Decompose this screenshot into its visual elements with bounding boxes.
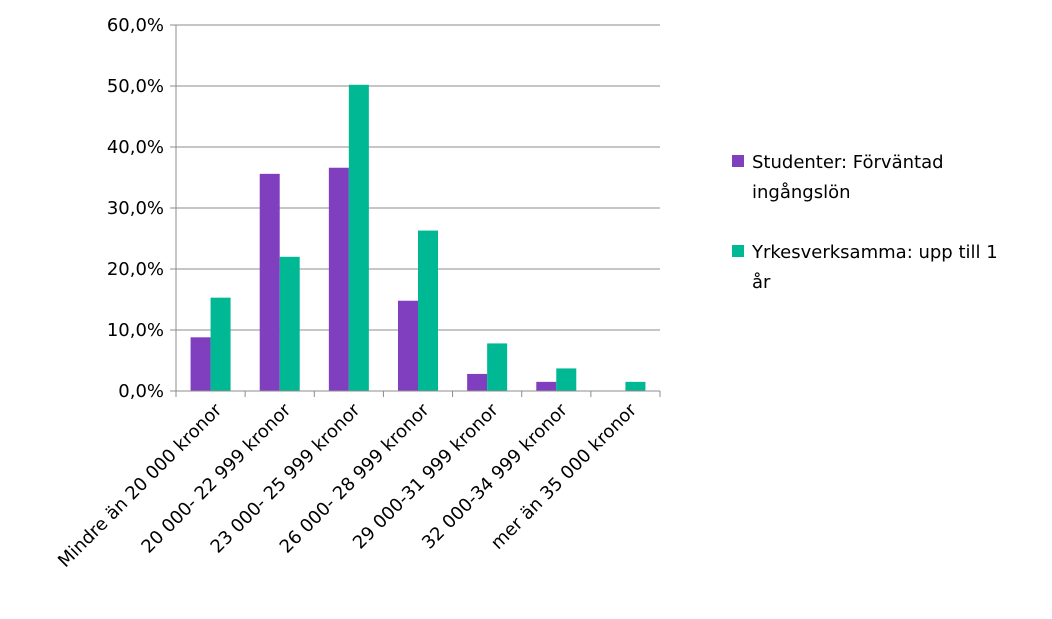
bar-series-2-cat-6 xyxy=(556,368,577,391)
y-axis-tick-labels: 0,0% 10,0% 20,0% 30,0% 40,0% 50,0% 60,0% xyxy=(107,15,164,402)
axes xyxy=(170,24,661,397)
y-tick-label: 20,0% xyxy=(107,259,164,280)
y-tick-label: 50,0% xyxy=(107,76,164,97)
bar-series-2-cat-7 xyxy=(625,381,646,391)
y-tick-label: 10,0% xyxy=(107,320,164,341)
legend-label-2: år xyxy=(752,272,771,293)
bar-series-1-cat-2 xyxy=(259,173,280,391)
bar-series-1-cat-6 xyxy=(536,381,557,391)
bar-series-1-cat-1 xyxy=(190,337,211,391)
bar-series-2-cat-1 xyxy=(210,297,231,391)
y-tick-label: 60,0% xyxy=(107,15,164,36)
bar-series-2-cat-2 xyxy=(279,256,300,391)
bar-series-2-cat-5 xyxy=(487,343,508,391)
gridlines xyxy=(176,24,660,331)
legend-label-2: Yrkesverksamma: upp till 1 xyxy=(751,242,998,263)
y-tick-label: 0,0% xyxy=(118,381,164,402)
x-category-label: mer än 35 000 kronor xyxy=(487,399,641,553)
bar-series-2-cat-3 xyxy=(348,84,369,391)
legend-label-1: Studenter: Förväntad xyxy=(752,152,944,173)
bar-series-1-cat-5 xyxy=(467,373,488,391)
legend-label-1: ingångslön xyxy=(752,182,851,203)
bars xyxy=(190,84,646,391)
y-tick-label: 40,0% xyxy=(107,137,164,158)
bar-series-1-cat-4 xyxy=(398,300,418,391)
bar-series-2-cat-4 xyxy=(418,230,438,391)
legend-swatch-1 xyxy=(732,155,744,167)
legend-swatch-2 xyxy=(732,245,744,257)
legend: Studenter: Förväntad ingångslön Yrkesverks… xyxy=(732,152,998,293)
bar-series-1-cat-3 xyxy=(328,167,349,391)
y-tick-label: 30,0% xyxy=(107,198,164,219)
